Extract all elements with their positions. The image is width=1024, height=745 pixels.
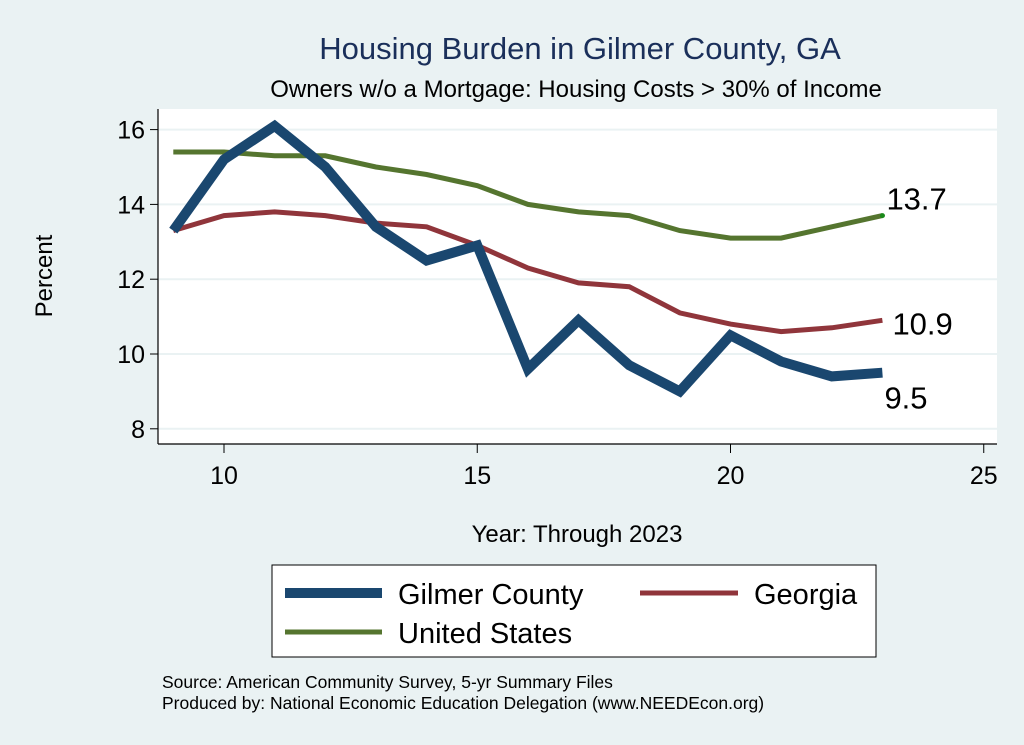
legend-label-georgia: Georgia <box>754 579 858 611</box>
chart-title: Housing Burden in Gilmer County, GA <box>319 31 841 66</box>
y-tick-label: 10 <box>117 341 145 369</box>
source-note: Source: American Community Survey, 5-yr … <box>162 672 613 692</box>
end-label-united-states: 13.7 <box>886 182 946 217</box>
x-tick-label: 15 <box>463 462 491 490</box>
y-tick-label: 12 <box>117 266 145 294</box>
legend-label-united-states: United States <box>398 618 572 650</box>
chart-subtitle: Owners w/o a Mortgage: Housing Costs > 3… <box>270 76 882 103</box>
end-marker-united-states <box>879 213 885 219</box>
y-axis-title: Percent <box>31 234 58 317</box>
end-labels: 9.5 10.9 13.7 <box>884 182 952 416</box>
series-line-georgia <box>172 209 883 335</box>
x-tick-label: 20 <box>717 462 745 490</box>
legend-label-gilmer-county: Gilmer County <box>398 579 584 611</box>
x-axis-title: Year: Through 2023 <box>472 521 683 548</box>
end-label-gilmer-county: 9.5 <box>884 381 927 416</box>
producer-note: Produced by: National Economic Education… <box>162 693 764 713</box>
y-tick-label: 8 <box>131 416 145 444</box>
series-line-gilmer-county <box>169 119 883 398</box>
legend: Gilmer County Georgia United States <box>271 564 877 658</box>
x-tick-label: 25 <box>970 462 998 490</box>
legend-box <box>271 564 877 658</box>
axes: 8 10 12 14 16 10 15 20 25 <box>117 109 998 490</box>
y-tick-label: 16 <box>117 117 145 145</box>
end-label-georgia: 10.9 <box>892 306 952 341</box>
series-group <box>169 119 885 398</box>
gridlines <box>158 128 997 430</box>
x-tick-label: 10 <box>210 462 238 490</box>
y-tick-label: 14 <box>117 191 145 219</box>
plot-area <box>158 109 997 444</box>
